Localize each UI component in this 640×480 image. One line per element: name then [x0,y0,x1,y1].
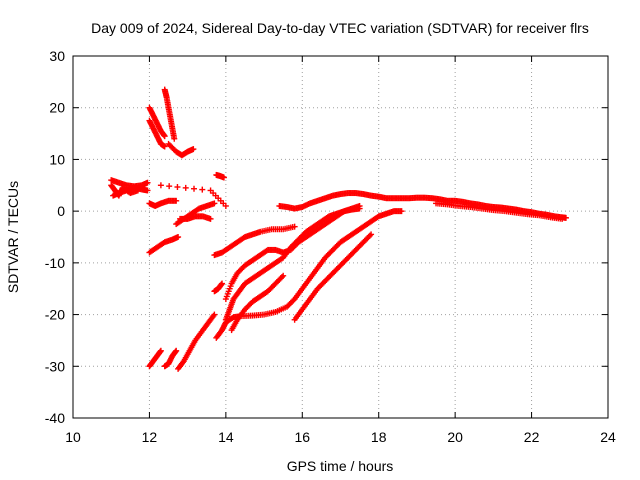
data-point [562,214,569,221]
plot-frame [72,55,609,419]
data-point [144,179,151,186]
series-y [157,182,229,209]
x-tick-label: 16 [294,429,310,445]
series-q [211,280,226,295]
axis-ticks [72,55,609,419]
series-e [146,117,168,150]
data-point [175,234,182,240]
data-point [157,182,164,189]
chart-title: Day 009 of 2024, Sidereal Day-to-day VTE… [91,20,589,36]
data-point [173,197,180,204]
data-point [191,185,198,192]
data-point [173,347,180,354]
data-point [278,274,285,281]
data-point [219,280,226,287]
data-point [182,184,189,191]
data-point [166,183,173,190]
y-tick-label: -20 [45,307,65,323]
x-tick-label: 20 [447,429,463,445]
series-t [222,202,363,303]
data-point [161,143,168,150]
x-axis-label: GPS time / hours [287,458,394,474]
data-point [220,174,227,181]
y-axis-label: SDTVAR / TECUs [5,181,21,293]
data-point [207,215,214,222]
series-p [211,223,298,259]
data-point [211,200,218,207]
data-point [366,232,373,239]
data-point [280,272,287,279]
data-point [144,187,151,194]
data-point [211,311,218,318]
data-point [171,135,178,142]
series-r [213,208,405,341]
series-m [146,347,164,370]
x-tick-label: 10 [65,429,81,445]
x-tick-label: 24 [600,429,616,445]
data-point [368,231,375,238]
x-tick-label: 18 [371,429,387,445]
tick-labels: 10 12 14 16 18 20 22 24 -40 -30 -20 -10 0 10 20 30 [45,48,616,445]
series-u [228,272,287,334]
series-o [175,311,218,372]
data-point [157,347,164,354]
data-point [222,202,229,209]
series-v [291,231,375,323]
data-point [210,312,217,319]
y-tick-label: -10 [45,255,65,271]
y-tick-label: -40 [45,410,65,426]
y-tick-label: 20 [49,100,65,116]
series-c [108,182,141,199]
data-point [161,133,168,140]
series-g [165,140,197,159]
data-point [356,202,363,209]
x-tick-label: 14 [218,429,234,445]
series-w [276,190,569,221]
series-d [146,104,168,140]
series-l [213,171,227,181]
data-point [290,297,297,304]
series-x [433,200,566,222]
data-point [398,208,405,215]
data-point [134,187,141,194]
data-point [190,146,197,153]
y-tick-label: 10 [49,151,65,167]
plot-points [108,86,569,372]
data-point [174,184,181,191]
series-n [161,347,180,370]
series-i [146,234,182,256]
data-point [291,223,298,230]
series-k [173,200,218,228]
series-f [161,86,178,142]
y-tick-label: 0 [57,203,65,219]
y-tick-label: 30 [49,48,65,64]
x-tick-label: 12 [142,429,158,445]
data-point [179,359,186,366]
y-tick-label: -30 [45,358,65,374]
x-tick-label: 22 [524,429,540,445]
data-point [559,215,566,222]
series-h [146,197,180,209]
data-point [199,186,206,193]
